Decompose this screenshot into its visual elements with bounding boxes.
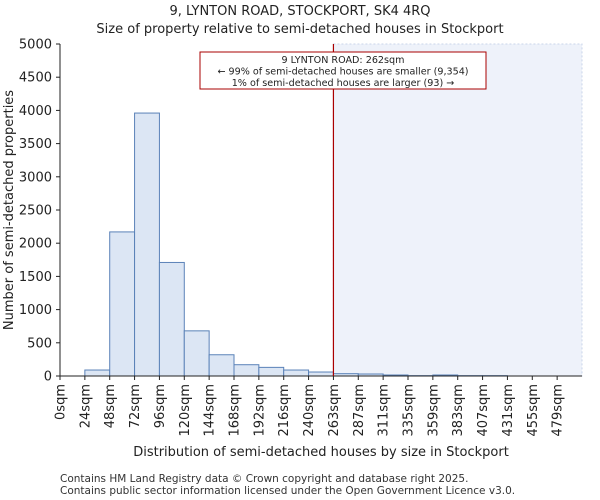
- x-tick-label: 479sqm: [551, 384, 566, 437]
- footer-line-2: Contains public sector information licen…: [60, 485, 516, 497]
- histogram-chart: 0 500 1000 1500 2000 2500 3000 3500 4000 4500 5000…: [2, 38, 583, 460]
- annotation-line: 9 LYNTON ROAD: 262sqm: [282, 55, 405, 66]
- x-tick-label: 120sqm: [178, 384, 193, 437]
- x-tick-label: 335sqm: [402, 384, 417, 437]
- x-tick-label: 431sqm: [501, 384, 516, 437]
- x-tick-label: 96sqm: [153, 384, 168, 428]
- x-tick-label: 168sqm: [228, 384, 243, 437]
- y-tick-label: 0: [44, 370, 52, 385]
- x-tick-label: 144sqm: [203, 384, 218, 437]
- x-tick-label: 48sqm: [103, 384, 118, 428]
- histogram-bar: [84, 369, 111, 377]
- y-tick-label: 3000: [19, 170, 52, 185]
- x-tick-label: 407sqm: [476, 384, 491, 437]
- x-tick-label: 0sqm: [54, 384, 69, 420]
- x-tick-label: 359sqm: [426, 384, 441, 437]
- histogram-bar: [183, 330, 210, 377]
- chart-title: 9, LYNTON ROAD, STOCKPORT, SK4 4RQ: [169, 4, 431, 19]
- y-tick-label: 3500: [19, 137, 52, 152]
- y-tick-label: 1500: [19, 270, 52, 285]
- y-tick-label: 4500: [19, 71, 52, 86]
- x-tick-label: 287sqm: [352, 384, 367, 437]
- y-tick-label: 5000: [19, 38, 52, 53]
- histogram-bar: [233, 364, 260, 377]
- y-tick-label: 4000: [19, 104, 52, 119]
- y-tick-label: 1000: [19, 303, 52, 318]
- x-tick-label: 240sqm: [302, 384, 317, 437]
- histogram-bar: [283, 369, 310, 377]
- y-tick-label: 2000: [19, 237, 52, 252]
- annotation-box: [199, 51, 487, 90]
- x-tick-label: 72sqm: [128, 384, 143, 428]
- footer-line-1: Contains HM Land Registry data © Crown c…: [60, 473, 469, 485]
- histogram-bar: [308, 371, 334, 377]
- x-tick-label: 216sqm: [277, 384, 292, 437]
- x-tick-label: 24sqm: [78, 384, 93, 428]
- x-tick-label: 263sqm: [327, 384, 342, 437]
- chart-subtitle: Size of property relative to semi-detach…: [96, 22, 504, 37]
- x-tick-label: 192sqm: [252, 384, 267, 437]
- histogram-bar: [134, 112, 160, 377]
- histogram-bar: [158, 261, 185, 377]
- annotation-line: ← 99% of semi-detached houses are smalle…: [217, 67, 468, 78]
- x-axis-label: Distribution of semi-detached houses by …: [133, 445, 509, 460]
- y-tick-label: 2500: [19, 204, 52, 219]
- y-axis-label: Number of semi-detached properties: [2, 90, 17, 330]
- x-tick-label: 311sqm: [377, 384, 392, 437]
- histogram-bar: [258, 366, 285, 377]
- highlight-region: [332, 43, 583, 377]
- annotation-line: 1% of semi-detached houses are larger (9…: [232, 78, 455, 89]
- x-tick-label: 383sqm: [451, 384, 466, 437]
- histogram-bar: [208, 354, 235, 377]
- x-tick-label: 455sqm: [526, 384, 541, 437]
- histogram-bar: [109, 231, 136, 377]
- y-tick-label: 500: [27, 336, 52, 351]
